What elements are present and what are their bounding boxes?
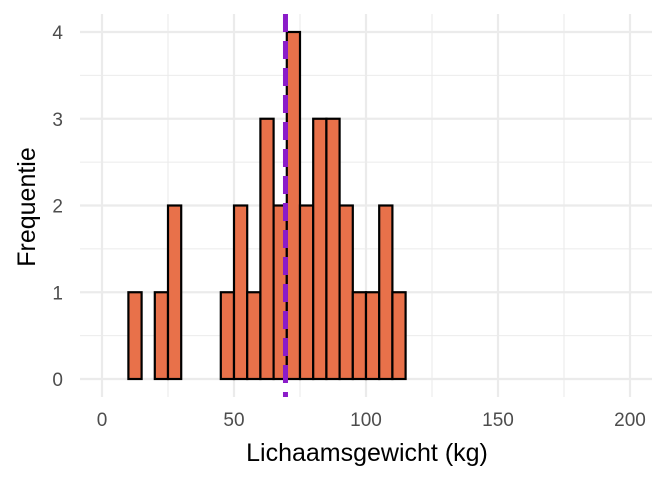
y-tick-label: 1 [52, 283, 63, 304]
y-axis-title: Frequentie [13, 147, 41, 267]
histogram-bar [338, 204, 354, 381]
histogram-bar [378, 204, 394, 381]
histogram-bars [127, 30, 407, 381]
x-tick-label: 150 [482, 410, 514, 431]
y-tick-label: 4 [52, 23, 63, 44]
histogram-bar [127, 291, 143, 381]
histogram-bar [285, 30, 302, 381]
histogram-bar [364, 291, 381, 381]
x-axis-tick-labels: 0 50 100 150 200 [97, 410, 646, 431]
y-axis-tick-labels: 0 1 2 3 4 [52, 23, 63, 391]
histogram-bar [232, 204, 249, 381]
histogram-bar [259, 117, 275, 381]
histogram-bar [391, 291, 407, 381]
histogram-bar [246, 291, 262, 381]
histogram-bar [351, 291, 368, 381]
x-tick-label: 50 [223, 410, 244, 431]
histogram-bar [298, 204, 315, 381]
y-tick-label: 2 [52, 197, 63, 218]
x-tick-label: 100 [350, 410, 382, 431]
y-tick-label: 0 [52, 370, 63, 391]
y-tick-label: 3 [52, 110, 63, 131]
histogram-bar [325, 117, 341, 381]
histogram-bar [166, 204, 183, 381]
histogram-bar [312, 117, 328, 381]
histogram-bar [219, 291, 236, 381]
histogram-bar [153, 291, 170, 381]
x-axis-title: Lichaamsgewicht (kg) [246, 439, 488, 467]
x-tick-label: 200 [614, 410, 646, 431]
x-tick-label: 0 [97, 410, 108, 431]
